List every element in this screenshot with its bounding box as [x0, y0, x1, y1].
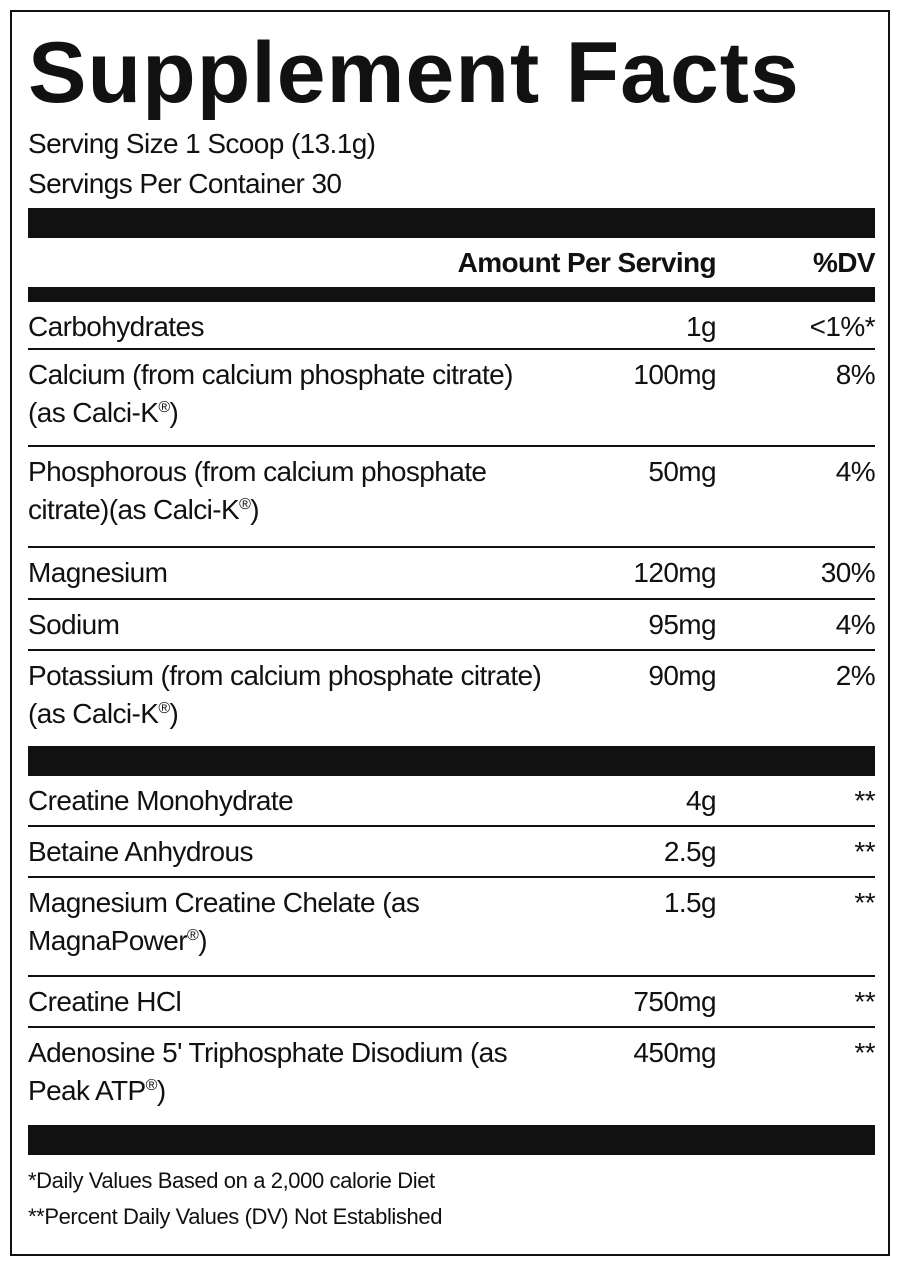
table-row: Magnesium 120mg 30%	[28, 548, 876, 600]
daily-value: 4%	[835, 609, 876, 640]
registered-mark: ®	[158, 700, 170, 717]
amount-per-serving: 90mg	[648, 660, 716, 691]
name-suffix: )	[169, 698, 179, 729]
table-row: Calcium (from calcium phosphate citrate)…	[28, 350, 876, 447]
name-text: Creatine Monohydrate	[28, 785, 294, 816]
footnote-daily-values: *Daily Values Based on a 2,000 calorie D…	[28, 1168, 435, 1193]
name-suffix: )	[250, 494, 260, 525]
name-text: Magnesium Creatine Chelate (as MagnaPowe…	[28, 887, 420, 956]
table-row: Phosphorous (from calcium phosphate citr…	[28, 447, 876, 548]
ingredient-name: Adenosine 5' Triphosphate Disodium (as P…	[28, 1034, 548, 1125]
name-text: Potassium (from calcium phosphate citrat…	[28, 660, 542, 729]
daily-value: 8%	[835, 359, 876, 390]
amount-per-serving: 100mg	[633, 359, 716, 390]
footnote-dv-not-established: **Percent Daily Values (DV) Not Establis…	[28, 1204, 443, 1229]
table-row: Betaine Anhydrous 2.5g **	[28, 827, 876, 878]
table-row: Adenosine 5' Triphosphate Disodium (as P…	[28, 1028, 876, 1125]
column-header: Amount Per Serving %DV	[28, 238, 876, 287]
registered-mark: ®	[145, 1077, 158, 1094]
amount-per-serving: 50mg	[648, 456, 716, 487]
ingredient-name: Phosphorous (from calcium phosphate citr…	[28, 453, 548, 546]
name-text: Adenosine 5' Triphosphate Disodium (as P…	[28, 1037, 508, 1106]
amount-per-serving: 95mg	[648, 609, 716, 640]
name-text: Carbohydrates	[28, 311, 204, 342]
name-text: Sodium	[28, 609, 120, 640]
divider-bar	[28, 746, 875, 776]
ingredient-name: Creatine HCl	[28, 983, 548, 1026]
table-row: Potassium (from calcium phosphate citrat…	[28, 651, 876, 746]
name-text: Phosphorous (from calcium phosphate citr…	[28, 456, 487, 525]
registered-mark: ®	[186, 927, 199, 944]
table-row: Carbohydrates 1g <1%*	[28, 302, 876, 350]
ingredient-name: Creatine Monohydrate	[28, 782, 548, 825]
registered-mark: ®	[239, 496, 251, 513]
servings-per-container: Servings Per Container 30	[28, 168, 342, 199]
divider-bar	[28, 287, 875, 302]
panel-title: Supplement Facts	[28, 25, 800, 121]
ingredient-name: Calcium (from calcium phosphate citrate)…	[28, 356, 548, 445]
daily-value: **	[854, 836, 875, 867]
registered-mark: ®	[158, 399, 170, 416]
name-text: Creatine HCl	[28, 986, 182, 1017]
daily-value: **	[854, 1037, 875, 1068]
divider-bar	[28, 208, 875, 238]
daily-value: **	[854, 785, 875, 816]
amount-per-serving: 450mg	[633, 1037, 716, 1068]
divider-bar	[28, 1125, 875, 1155]
serving-size: Serving Size 1 Scoop (13.1g)	[28, 128, 376, 159]
amount-per-serving: 750mg	[633, 986, 716, 1017]
ingredient-name: Magnesium Creatine Chelate (as MagnaPowe…	[28, 884, 548, 975]
daily-value: **	[854, 887, 875, 918]
daily-value: 2%	[835, 660, 876, 691]
amount-per-serving: 4g	[686, 785, 717, 816]
name-suffix: )	[198, 925, 207, 956]
ingredient-name: Betaine Anhydrous	[28, 833, 548, 876]
table-row: Sodium 95mg 4%	[28, 600, 876, 651]
ingredient-name: Sodium	[28, 606, 548, 649]
ingredient-group: Creatine Monohydrate 4g ** Betaine Anhydrou…	[28, 776, 876, 1125]
name-suffix: )	[169, 397, 179, 428]
daily-value: 4%	[835, 456, 876, 487]
name-text: Magnesium	[28, 557, 168, 588]
ingredient-name: Magnesium	[28, 554, 548, 598]
supplement-facts-panel: Supplement Facts Serving Size 1 Scoop (1…	[10, 10, 890, 1256]
table-row: Magnesium Creatine Chelate (as MagnaPowe…	[28, 878, 876, 977]
name-suffix: )	[156, 1075, 166, 1106]
amount-per-serving: 120mg	[633, 557, 716, 588]
daily-value: **	[854, 986, 875, 1017]
table-row: Creatine HCl 750mg **	[28, 977, 876, 1028]
dv-header: %DV	[813, 246, 876, 278]
amount-per-serving: 2.5g	[663, 836, 717, 867]
daily-value: <1%*	[809, 311, 876, 342]
name-text: Betaine Anhydrous	[28, 836, 253, 867]
name-text: Calcium (from calcium phosphate citrate)…	[28, 359, 513, 428]
daily-value: 30%	[820, 557, 876, 588]
ingredient-name: Carbohydrates	[28, 308, 548, 348]
amount-header: Amount Per Serving	[457, 246, 717, 278]
table-row: Creatine Monohydrate 4g **	[28, 776, 876, 827]
nutrient-group: Carbohydrates 1g <1%* Calcium (from calcium…	[28, 302, 876, 746]
amount-per-serving: 1g	[686, 311, 717, 342]
amount-per-serving: 1.5g	[663, 887, 717, 918]
ingredient-name: Potassium (from calcium phosphate citrat…	[28, 657, 548, 746]
